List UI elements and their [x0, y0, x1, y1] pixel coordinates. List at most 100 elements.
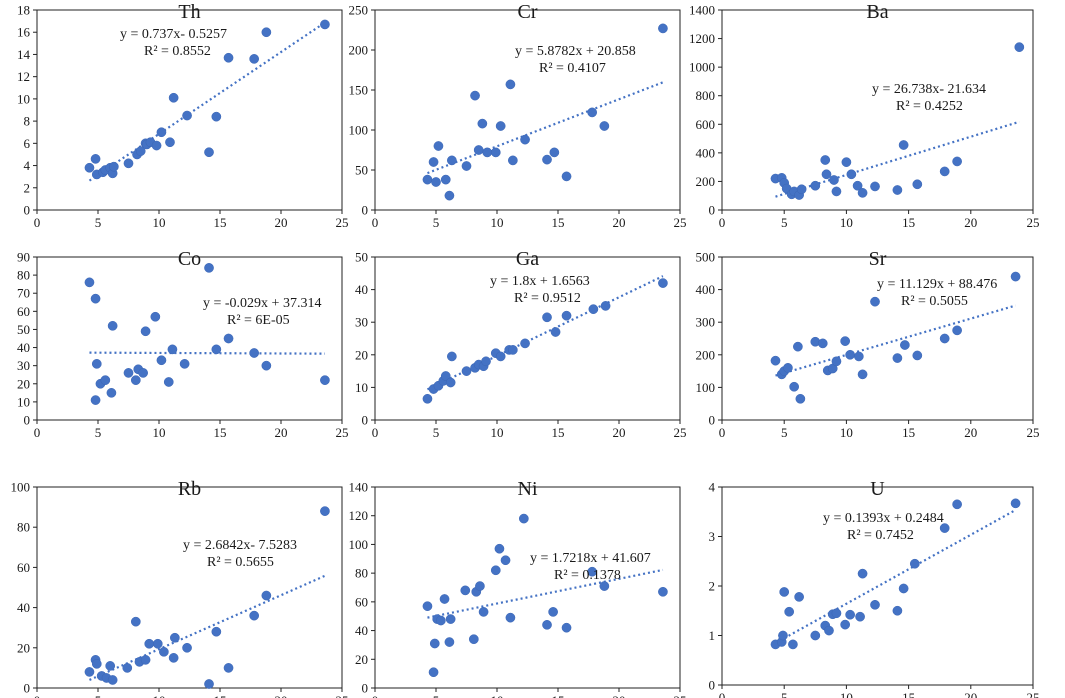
x-tick-label: 5: [95, 693, 102, 698]
data-point: [422, 393, 433, 404]
y-tick-label: 2: [709, 579, 716, 594]
data-point: [320, 506, 330, 516]
data-point: [167, 344, 178, 355]
data-point: [204, 147, 214, 158]
x-tick-label: 25: [1027, 690, 1040, 698]
x-tick-label: 15: [214, 425, 227, 440]
y-tick-label: 14: [17, 47, 31, 62]
data-point: [447, 155, 457, 166]
data-point: [788, 639, 798, 650]
x-tick-label: 5: [95, 425, 102, 440]
x-tick-label: 15: [902, 425, 915, 440]
x-tick-label: 10: [491, 693, 504, 698]
data-point: [831, 186, 842, 197]
data-point: [122, 663, 133, 673]
x-tick-label: 25: [674, 693, 687, 698]
data-point: [658, 23, 668, 34]
data-point: [952, 325, 962, 336]
data-point: [783, 362, 793, 373]
y-tick-label: 10: [355, 380, 368, 395]
data-point: [156, 127, 167, 138]
data-point: [548, 607, 558, 617]
data-point: [495, 351, 506, 362]
regression-equation: y = 11.129x + 88.476: [877, 277, 997, 292]
data-point: [135, 146, 146, 156]
data-point: [320, 375, 330, 386]
data-point: [90, 395, 101, 405]
x-tick-label: 20: [613, 215, 626, 230]
data-point: [561, 622, 572, 633]
chart-u: 0 5 10 15 20 25 0 1 2 3 4 Uy = 0.1393x + 0.2484 R² =…: [709, 478, 1040, 698]
y-tick-label: 500: [696, 250, 716, 265]
data-point: [857, 188, 868, 198]
x-tick-label: 25: [336, 215, 349, 230]
chart-title: Ba: [866, 1, 888, 23]
data-point: [870, 599, 880, 610]
y-tick-label: 30: [355, 315, 368, 330]
data-point: [796, 184, 807, 195]
regression-equation: y = 1.8x + 1.6563: [490, 274, 590, 289]
data-point: [1010, 271, 1021, 282]
data-point: [475, 581, 485, 591]
x-tick-label: 0: [34, 693, 41, 698]
y-tick-label: 150: [349, 83, 369, 98]
data-point: [852, 180, 863, 191]
data-point: [520, 134, 530, 145]
data-point: [770, 355, 781, 366]
data-point: [100, 375, 111, 386]
data-point: [658, 278, 668, 288]
data-point: [109, 161, 119, 172]
regression-equation: y = 1.7218x + 41.607: [530, 551, 651, 566]
x-tick-label: 20: [275, 693, 288, 698]
chart-title: Ni: [518, 478, 538, 500]
r-squared-label: R² = 0.4252: [896, 99, 963, 114]
trendline: [426, 275, 664, 391]
r-squared-label: R² = 0.4107: [539, 61, 606, 76]
data-point: [588, 304, 599, 315]
data-point: [151, 140, 162, 151]
data-point: [140, 326, 151, 337]
data-point: [223, 52, 234, 63]
data-point: [90, 293, 101, 304]
data-point: [840, 619, 851, 630]
data-point: [105, 661, 116, 671]
data-point: [784, 606, 795, 617]
y-tick-label: 90: [17, 250, 30, 265]
x-tick-label: 15: [552, 693, 565, 698]
y-tick-label: 80: [355, 566, 368, 581]
y-tick-label: 18: [17, 3, 30, 18]
plot-frame: [36, 256, 343, 421]
data-point: [853, 351, 864, 362]
y-tick-label: 10: [17, 394, 30, 409]
data-point: [840, 336, 851, 346]
data-point: [829, 175, 839, 185]
data-point: [600, 301, 611, 311]
x-tick-label: 0: [34, 425, 41, 440]
data-point: [428, 157, 439, 167]
y-tick-label: 80: [17, 520, 30, 535]
y-tick-label: 0: [709, 203, 716, 218]
data-point: [810, 630, 821, 641]
y-tick-label: 60: [355, 594, 368, 609]
data-point: [249, 610, 260, 621]
data-point: [444, 190, 455, 201]
data-point: [439, 594, 450, 604]
data-point: [824, 625, 834, 636]
data-point: [436, 615, 446, 626]
data-point: [939, 523, 950, 533]
data-point: [909, 558, 920, 569]
y-tick-label: 200: [696, 347, 716, 362]
y-tick-label: 0: [362, 681, 369, 696]
y-tick-label: 140: [349, 480, 369, 495]
y-tick-label: 0: [709, 413, 716, 428]
data-point: [468, 634, 479, 645]
data-point: [470, 90, 480, 101]
data-point: [159, 646, 169, 657]
x-tick-label: 15: [552, 215, 565, 230]
data-point: [542, 619, 552, 630]
plot-frame: [374, 256, 681, 421]
data-point: [846, 169, 857, 180]
y-tick-label: 0: [362, 413, 369, 428]
data-point: [440, 371, 451, 381]
data-point: [550, 327, 561, 337]
